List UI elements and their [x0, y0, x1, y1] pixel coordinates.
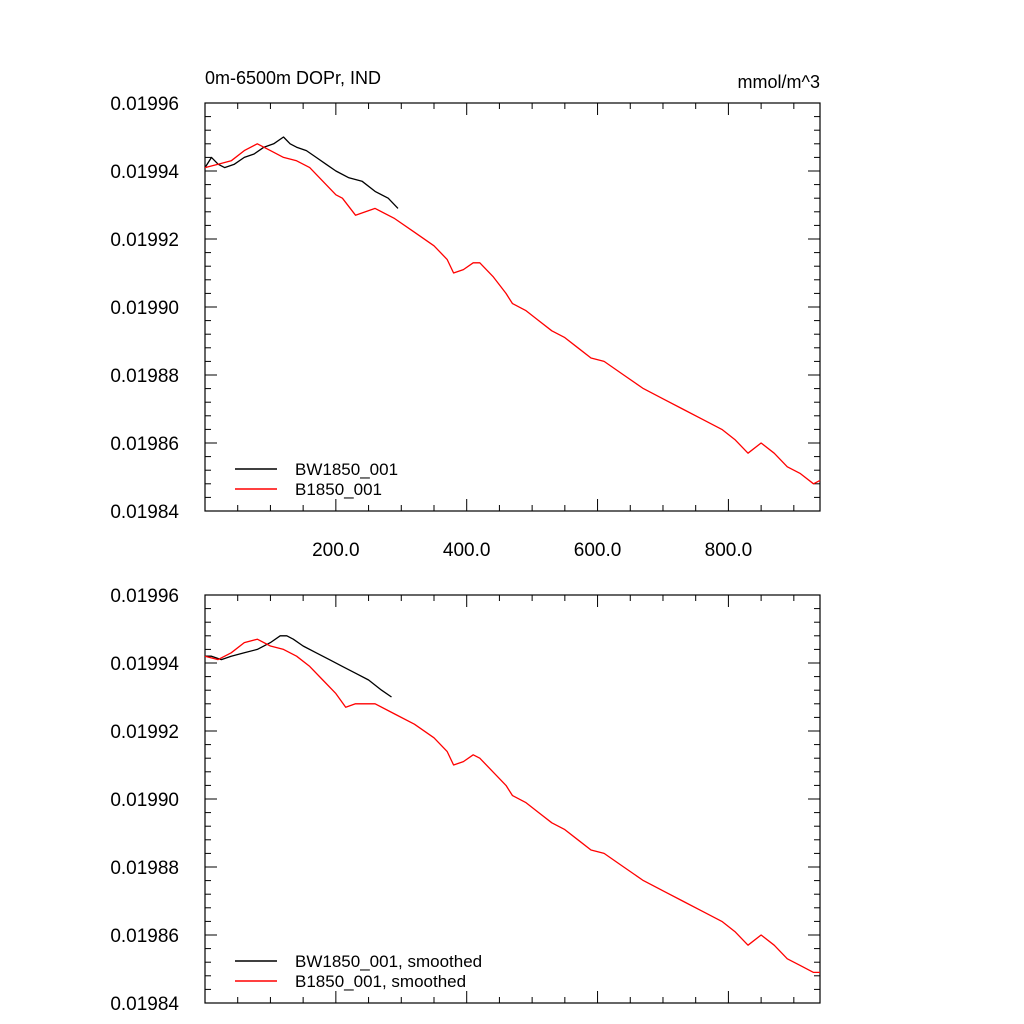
x-tick-label: 600.0: [574, 540, 622, 561]
y-tick-label: 0.01996: [110, 586, 179, 607]
y-tick-label: 0.01992: [110, 722, 179, 743]
x-tick-label: 200.0: [312, 540, 360, 561]
y-tick-label: 0.01984: [110, 502, 179, 523]
plot-frame: [204, 102, 821, 512]
x-tick-label: 800.0: [705, 540, 753, 561]
y-tick-label: 0.01990: [110, 298, 179, 319]
top-panel: 0.01984 0.01986 0.01988 0.01990 0.01992 0.019…: [110, 94, 821, 561]
legend-label: BW1850_001: [295, 460, 398, 479]
chart-title: 0m-6500m DOPr, IND: [205, 68, 381, 88]
series-line-b1850: [204, 143, 821, 485]
series-line-b1850: [204, 638, 820, 974]
bottom-panel-axes: 0.01984 0.01986 0.01988 0.01990 0.01992 0.019…: [110, 586, 821, 1015]
y-tick-label: 0.01988: [110, 366, 179, 387]
top-panel-series: [204, 136, 821, 485]
series-line-bw1850: [204, 136, 399, 209]
y-tick-label: 0.01996: [110, 94, 179, 115]
legend-label: B1850_001, smoothed: [295, 972, 466, 991]
y-tick-label: 0.01990: [110, 790, 179, 811]
top-panel-axes: 0.01984 0.01986 0.01988 0.01990 0.01992 0.019…: [110, 94, 821, 561]
y-tick-label: 0.01986: [110, 926, 179, 947]
y-tick-label: 0.01994: [110, 162, 179, 183]
y-tick-label: 0.01992: [110, 230, 179, 251]
bottom-panel: 0.01984 0.01986 0.01988 0.01990 0.01992 0.019…: [110, 586, 821, 1015]
unit-label: mmol/m^3: [738, 72, 820, 92]
bottom-panel-series: [204, 635, 820, 974]
y-tick-label: 0.01988: [110, 858, 179, 879]
legend-label: B1850_001: [295, 480, 382, 499]
y-tick-label: 0.01986: [110, 434, 179, 455]
legend-label: BW1850_001, smoothed: [295, 952, 482, 971]
y-tick-label: 0.01984: [110, 994, 179, 1015]
x-tick-label: 400.0: [443, 540, 491, 561]
series-line-bw1850: [205, 635, 392, 698]
y-tick-label: 0.01994: [110, 654, 179, 675]
